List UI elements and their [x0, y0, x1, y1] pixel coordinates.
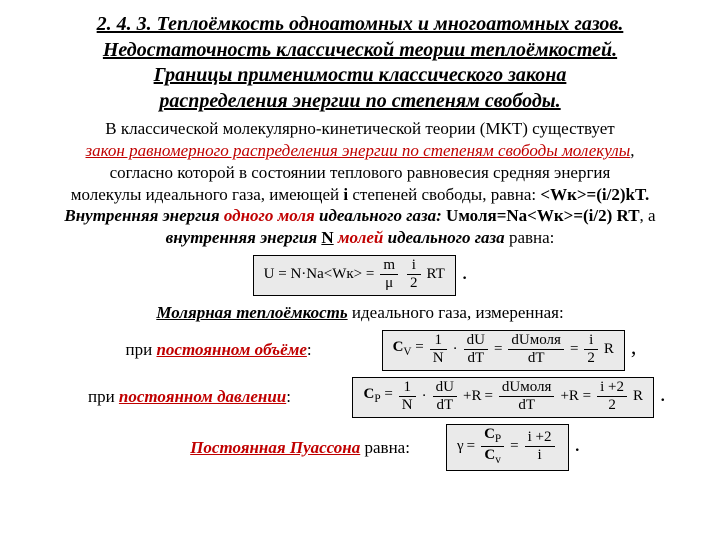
- p2: согласно которой в состоянии теплового р…: [110, 163, 611, 182]
- title-line1: 2. 4. 3. Теплоёмкость одноатомных и мног…: [97, 13, 624, 35]
- p4a: Внутренняя энергия: [64, 206, 224, 225]
- molar-line: Молярная теплоёмкость идеального газа, и…: [28, 302, 692, 324]
- cp-label: при постоянном давлении:: [54, 386, 324, 408]
- p3-formula: <Wк>=(i/2)kT.: [540, 185, 649, 204]
- eq-U-frac1: mμ: [380, 258, 398, 291]
- poisson-label: Постоянная Пуассона равна:: [140, 437, 418, 459]
- p4b: идеального газа:: [315, 206, 446, 225]
- eq-U-frac2: i2: [407, 258, 421, 291]
- eq-U-tail: RT: [427, 265, 445, 284]
- p1a: В классической молекулярно-кинетической …: [105, 119, 615, 138]
- row-cv: при постоянном объёме: CV = 1N· dUdT = d…: [28, 330, 692, 371]
- eq-U-lhs: U = N·Na<Wк> =: [264, 265, 375, 284]
- p4c: , а: [640, 206, 656, 225]
- poisson-eq: γ = CPCv = i +2i .: [446, 424, 580, 472]
- molar-a: Молярная теплоёмкость: [156, 303, 347, 322]
- title-line3: Границы применимости классического закон…: [154, 64, 567, 86]
- title-line2: Недостаточность классической теории тепл…: [103, 39, 617, 61]
- p5c: равна:: [505, 228, 555, 247]
- row-poisson: Постоянная Пуассона равна: γ = CPCv = i …: [28, 424, 692, 472]
- p4-red1: одного моля: [224, 206, 315, 225]
- cp-eq: CP = 1N· dUdT +R = dUмоляdT +R = i +22 R…: [352, 377, 665, 418]
- p3b: степеней свободы, равна:: [348, 185, 540, 204]
- eq-U-row: U = N·Na<Wк> = mμ i2 RT .: [28, 255, 692, 296]
- cv-label: при постоянном объёме:: [84, 339, 354, 361]
- cv-eq: CV = 1N· dUdT = dUмоляdT = i2 R ,: [382, 330, 637, 371]
- law-phrase: закон равномерного распределения энергии…: [86, 141, 631, 160]
- title-line4: распределения энергии по степеням свобод…: [159, 90, 560, 112]
- p5b: идеального газа: [383, 228, 504, 247]
- molar-b: идеального газа, измеренная:: [348, 303, 564, 322]
- body-text: В классической молекулярно-кинетической …: [28, 118, 692, 249]
- row-cp: при постоянном давлении: CP = 1N· dUdT +…: [28, 377, 692, 418]
- p4-formula: Uмоля=Na<Wк>=(i/2) RT: [446, 206, 640, 225]
- p3a: молекулы идеального газа, имеющей: [71, 185, 344, 204]
- p1b: ,: [630, 141, 634, 160]
- eq-U-dot: .: [462, 259, 468, 284]
- section-title: 2. 4. 3. Теплоёмкость одноатомных и мног…: [28, 12, 692, 114]
- p5-red: молей: [334, 228, 384, 247]
- p5a: внутренняя энергия: [166, 228, 322, 247]
- p5-N: N: [321, 228, 333, 247]
- eq-U-box: U = N·Na<Wк> = mμ i2 RT: [253, 255, 456, 296]
